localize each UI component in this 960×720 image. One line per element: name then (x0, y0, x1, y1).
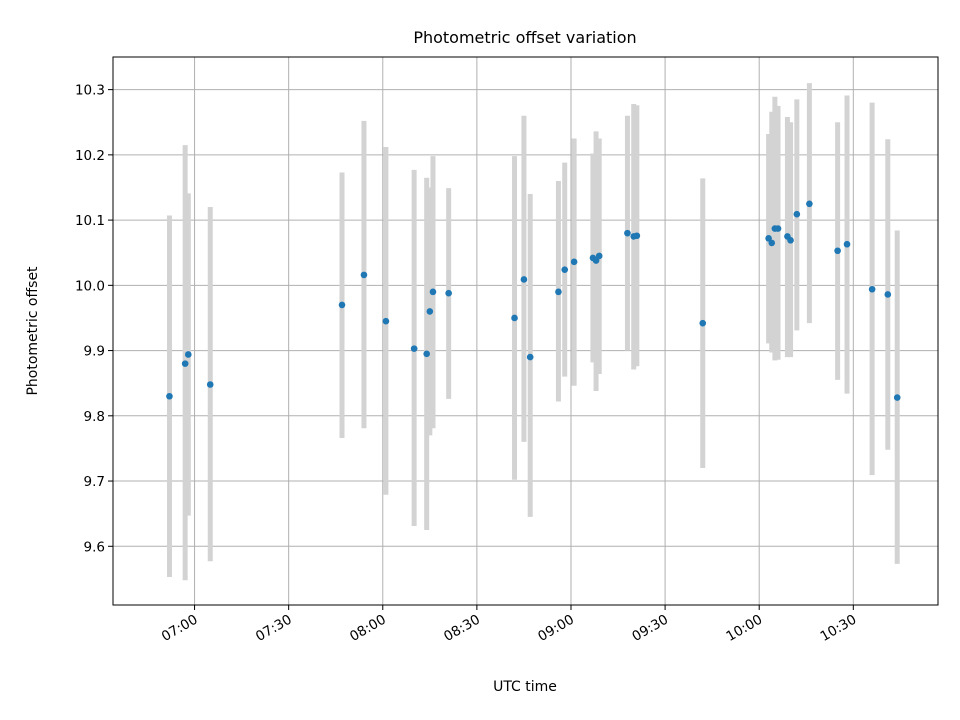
y-tick-label: 9.9 (84, 344, 105, 360)
data-point (526, 353, 534, 361)
x-tick-label: 08:00 (347, 612, 389, 645)
data-point (633, 232, 641, 240)
x-tick-label: 09:00 (535, 612, 577, 645)
y-tick-label: 10.2 (75, 148, 105, 164)
data-point (787, 237, 794, 244)
data-point (184, 351, 192, 358)
y-tick-label: 9.8 (84, 409, 105, 425)
x-tick-label: 09:30 (629, 612, 671, 645)
y-tick-label: 10.1 (75, 213, 105, 229)
data-point (793, 210, 801, 218)
data-point (561, 266, 569, 273)
data-point (338, 301, 346, 309)
y-tick-label: 10.0 (75, 278, 105, 294)
data-point (834, 247, 841, 255)
data-point (423, 350, 430, 358)
data-point (843, 240, 851, 248)
data-point (570, 258, 578, 266)
axis-ticks: 07:00 07:30 08:00 08:30 09:00 09:30 10:00 10:30… (75, 83, 859, 645)
chart-title: Photometric offset variation (413, 28, 636, 47)
data-point (868, 285, 876, 293)
y-axis-label: Photometric offset (25, 266, 41, 396)
data-point (893, 394, 901, 401)
data-point (429, 288, 437, 296)
data-point (206, 381, 214, 388)
y-tick-label: 9.7 (84, 474, 105, 490)
y-tick-label: 9.6 (84, 539, 105, 555)
data-point (360, 271, 368, 279)
x-tick-label: 10:00 (724, 612, 766, 645)
error-bars (166, 83, 900, 581)
x-tick-label: 08:30 (441, 612, 483, 645)
data-point (445, 289, 452, 297)
data-point (624, 229, 631, 237)
data-point (774, 225, 782, 232)
plot-frame (112, 56, 939, 606)
data-point (768, 239, 776, 247)
x-axis-label: UTC time (493, 679, 557, 695)
data-point (166, 392, 173, 400)
data-point (555, 288, 562, 296)
y-tick-label: 10.3 (75, 83, 105, 99)
data-point (520, 276, 528, 283)
data-point (884, 291, 892, 298)
data-point (595, 252, 603, 260)
x-tick-label: 07:00 (159, 612, 201, 645)
data-point (410, 345, 418, 352)
data-point (806, 200, 813, 208)
data-points (166, 200, 901, 401)
data-point (382, 317, 390, 325)
data-point (181, 360, 189, 367)
data-point (426, 308, 434, 315)
x-tick-label: 10:30 (818, 612, 860, 645)
data-point (511, 314, 518, 322)
data-point (699, 319, 707, 327)
x-tick-label: 07:30 (253, 612, 295, 645)
